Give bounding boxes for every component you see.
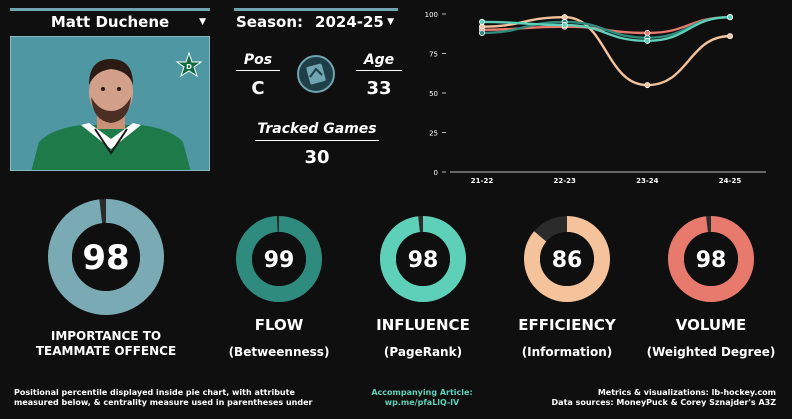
player-select[interactable]: Matt Duchene ▼ xyxy=(10,8,210,32)
pos-value: C xyxy=(251,78,265,99)
x-tick-label: 23-24 xyxy=(636,177,659,185)
data-point xyxy=(726,33,733,40)
age-label: Age xyxy=(363,52,395,68)
series-line xyxy=(481,15,731,87)
donut-subtitle: (Weighted Degree) xyxy=(646,345,776,359)
percentile-donut: 86 xyxy=(524,216,610,302)
donut-fill xyxy=(524,216,610,302)
donut-subtitle: (Information) xyxy=(521,345,613,359)
donut-hole xyxy=(252,232,306,286)
donut-value: 98 xyxy=(408,248,439,273)
chevron-down-icon[interactable]: ▼ xyxy=(387,17,394,27)
donut-title: INFLUENCE xyxy=(376,316,470,334)
pos-rule xyxy=(236,70,280,71)
donut-hole xyxy=(396,232,450,286)
team-logo-icon: D xyxy=(175,51,203,78)
player-photo: D xyxy=(10,36,210,171)
footer-article: Accompanying Article: wp.me/pfaLlQ-lV xyxy=(350,388,494,408)
x-tick-label: 22-23 xyxy=(553,177,576,185)
games-value: 30 xyxy=(304,147,330,168)
donut-title: IMPORTANCE TO TEAMMATE OFFENCE xyxy=(35,329,177,358)
donut-title: VOLUME xyxy=(675,316,747,334)
donut-hole xyxy=(72,223,140,291)
donut-fill xyxy=(380,216,466,302)
age-rule xyxy=(356,70,402,71)
y-tick-label: 100 xyxy=(425,11,438,19)
donut-value: 98 xyxy=(82,238,129,278)
donut-hole xyxy=(684,232,738,286)
x-tick-label: 21-22 xyxy=(471,177,494,185)
pos-label: Pos xyxy=(243,52,273,68)
percentile-donut: 98 xyxy=(668,216,754,302)
games-rule xyxy=(255,140,379,141)
percentile-donut: 98 xyxy=(48,199,164,315)
chevron-down-icon[interactable]: ▼ xyxy=(199,17,206,27)
donut-value: 86 xyxy=(552,248,583,273)
footer-credits-line1: Metrics & visualizations: lb-hockey.com xyxy=(597,388,776,397)
player-name: Matt Duchene xyxy=(50,12,170,31)
y-tick-label: 50 xyxy=(429,90,438,98)
y-tick-label: 75 xyxy=(429,51,438,59)
season-value: 2024-25 xyxy=(315,12,384,31)
donut-title: FLOW xyxy=(254,316,304,334)
line-chart: 0 25 50 75 100 21-22 22-23 23-24 24-25 xyxy=(425,11,766,185)
percentile-donut: 99 xyxy=(236,216,322,302)
data-point xyxy=(644,37,651,44)
data-point xyxy=(561,22,568,29)
games-label: Tracked Games xyxy=(257,121,377,137)
donut-subtitle: (Betweenness) xyxy=(228,345,330,359)
donut-fill xyxy=(236,216,322,302)
y-tick-label: 0 xyxy=(434,169,438,177)
season-select[interactable]: Season: 2024-25 ▼ xyxy=(234,8,398,32)
season-label: Season: xyxy=(236,12,304,31)
footer-article-link[interactable]: wp.me/pfaLlQ-lV xyxy=(384,398,460,407)
donut-hole xyxy=(540,232,594,286)
data-point xyxy=(644,82,651,89)
series-line xyxy=(481,15,731,43)
percentile-donut: 98 xyxy=(380,216,466,302)
donut-value: 99 xyxy=(264,248,295,273)
network-logo-icon xyxy=(297,55,335,93)
x-tick-label: 24-25 xyxy=(719,177,742,185)
data-point xyxy=(726,14,733,21)
data-point xyxy=(479,29,486,36)
donut-fill xyxy=(48,199,164,315)
donut-title: EFFICIENCY xyxy=(518,316,616,334)
footer-note-line2: measured below, & centrality measure use… xyxy=(14,398,313,407)
series-line xyxy=(481,15,731,39)
data-point xyxy=(479,18,486,25)
footer-note: Positional percentile displayed inside p… xyxy=(14,388,344,408)
footer-note-line1: Positional percentile displayed inside p… xyxy=(14,388,295,397)
donut-fill xyxy=(668,216,754,302)
footer-article-label: Accompanying Article: xyxy=(371,388,473,397)
age-value: 33 xyxy=(366,78,392,99)
donut-value: 98 xyxy=(696,248,727,273)
footer-credits-line2: Data sources: MoneyPuck & Corey Sznajder… xyxy=(551,398,776,407)
footer-credits: Metrics & visualizations: lb-hockey.com … xyxy=(500,388,776,408)
svg-text:D: D xyxy=(186,63,192,71)
y-tick-label: 25 xyxy=(429,130,438,138)
donut-subtitle: (PageRank) xyxy=(383,345,463,359)
